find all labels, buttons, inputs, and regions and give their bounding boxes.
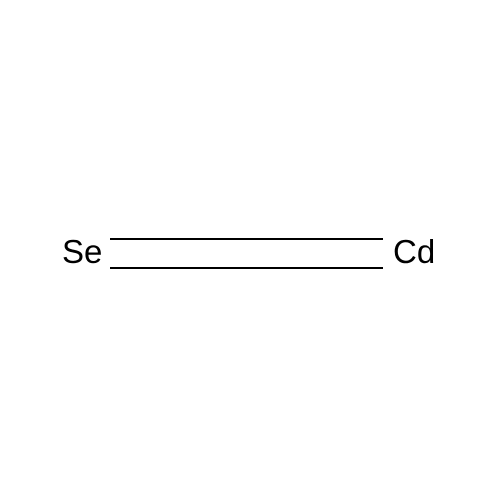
bond-line-upper — [110, 238, 383, 240]
molecule-diagram: Se Cd — [0, 0, 500, 500]
atom-cadmium: Cd — [393, 233, 435, 271]
atom-selenium: Se — [62, 233, 102, 271]
bond-line-lower — [110, 267, 383, 269]
